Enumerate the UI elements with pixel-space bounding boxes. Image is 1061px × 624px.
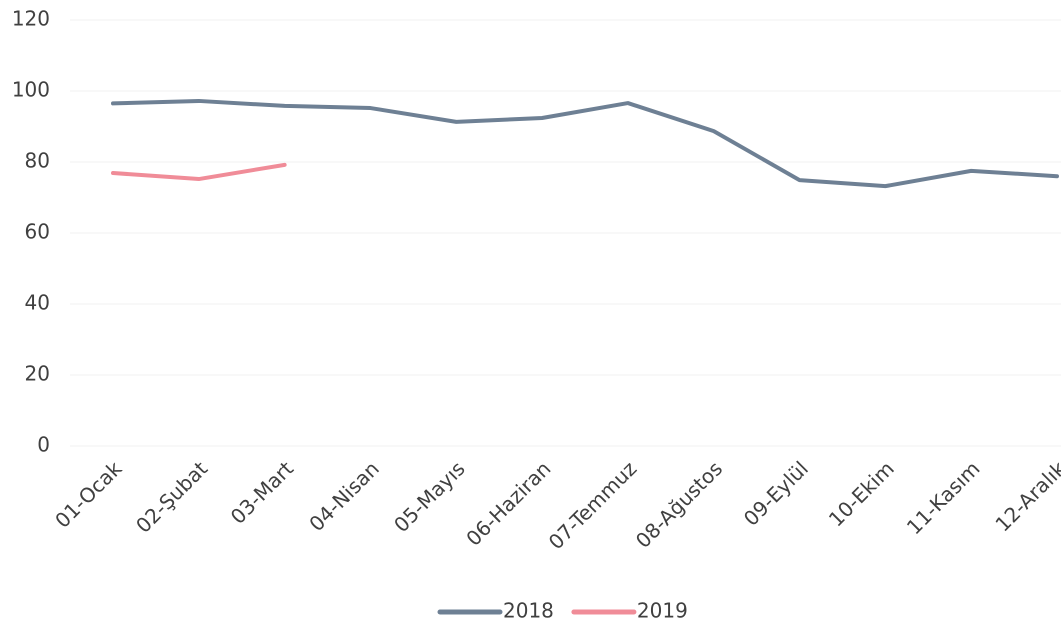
y-tick-label: 100 xyxy=(12,78,50,102)
x-tick-label: 09-Eylül xyxy=(739,456,813,530)
x-tick-label: 08-Ağustos xyxy=(631,456,727,552)
x-tick-label: 01-Ocak xyxy=(50,456,127,533)
x-tick-label: 02-Şubat xyxy=(131,456,212,537)
y-tick-label: 80 xyxy=(25,149,50,173)
legend-label: 2018 xyxy=(503,599,554,623)
x-tick-label: 03-Mart xyxy=(226,456,298,528)
x-tick-label: 04-Nisan xyxy=(304,456,384,536)
y-tick-label: 0 xyxy=(37,433,50,457)
x-tick-label: 11-Kasım xyxy=(902,456,985,539)
y-tick-label: 40 xyxy=(25,291,50,315)
y-tick-label: 60 xyxy=(25,220,50,244)
series-line xyxy=(111,98,1059,189)
series-line xyxy=(111,162,287,182)
x-tick-label: 06-Haziran xyxy=(461,456,555,550)
y-tick-label: 20 xyxy=(25,362,50,386)
x-tick-label: 12-Aralık xyxy=(990,456,1061,536)
x-tick-label: 07-Temmuz xyxy=(544,456,642,554)
y-tick-label: 120 xyxy=(12,7,50,31)
legend-label: 2019 xyxy=(637,599,688,623)
x-tick-label: 05-Mayıs xyxy=(389,456,470,537)
x-tick-label: 10-Ekim xyxy=(824,456,899,531)
